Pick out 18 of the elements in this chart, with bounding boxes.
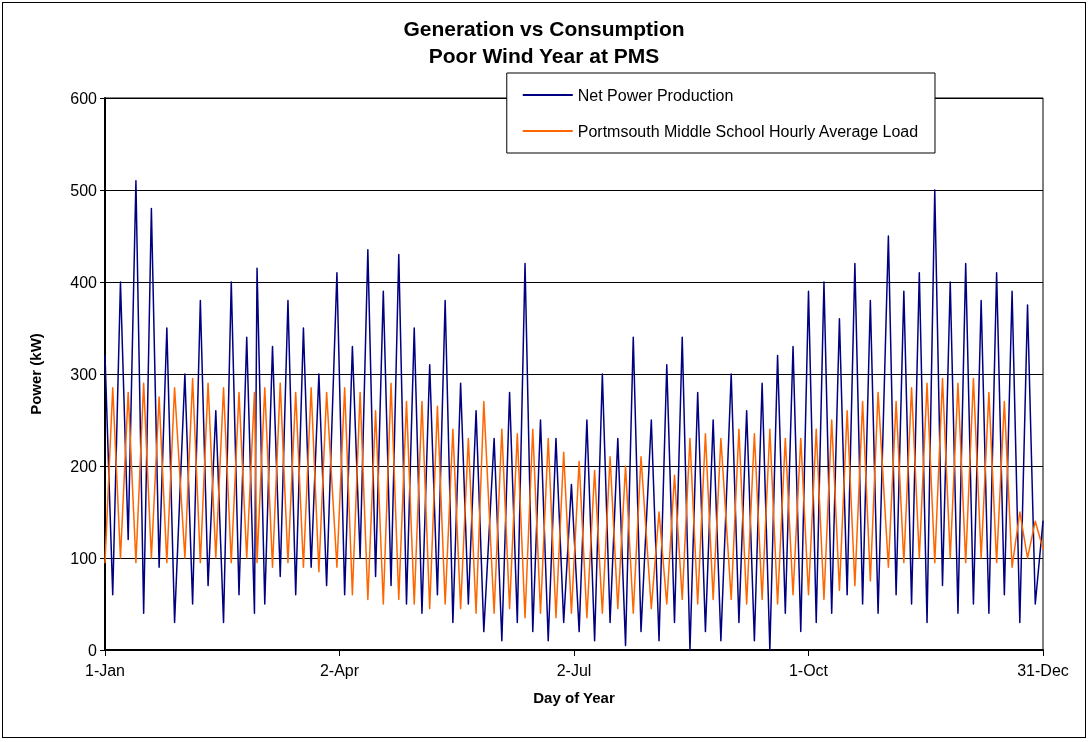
chart-title: Generation vs Consumption bbox=[403, 17, 685, 40]
x-tick-label: 1-Oct bbox=[788, 661, 829, 679]
x-axis-title: Day of Year bbox=[533, 689, 615, 706]
y-tick-label: 200 bbox=[70, 457, 98, 475]
legend-label: Net Power Production bbox=[577, 86, 734, 104]
y-tick-label: 400 bbox=[70, 273, 98, 291]
x-tick-label: 31-Dec bbox=[1017, 661, 1069, 679]
y-tick-label: 500 bbox=[70, 181, 98, 199]
y-axis-title: Power (kW) bbox=[27, 333, 44, 415]
legend-label: Portmsouth Middle School Hourly Average Load bbox=[577, 122, 919, 140]
y-tick-label: 600 bbox=[70, 89, 98, 107]
x-tick-label: 1-Jan bbox=[84, 661, 126, 679]
x-tick-label: 2-Jul bbox=[556, 661, 592, 679]
y-tick-label: 0 bbox=[88, 641, 98, 659]
x-tick-label: 2-Apr bbox=[319, 661, 360, 679]
y-tick-label: 300 bbox=[70, 365, 98, 383]
y-tick-label: 100 bbox=[70, 549, 98, 567]
chart-subtitle: Poor Wind Year at PMS bbox=[428, 44, 660, 67]
